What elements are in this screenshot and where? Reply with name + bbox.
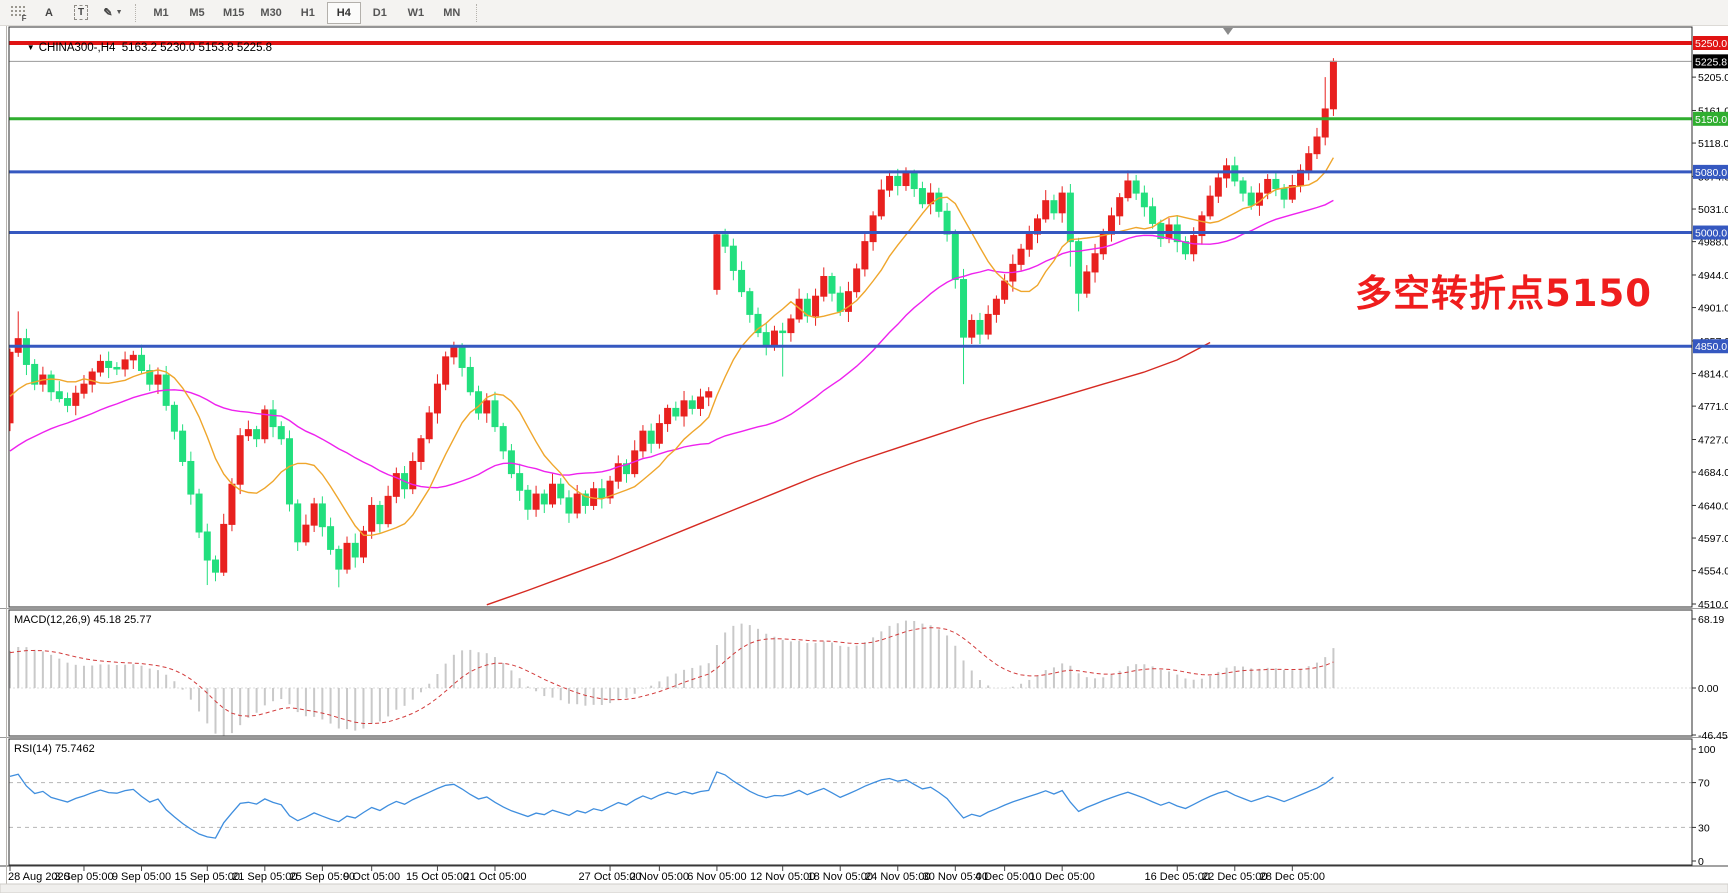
svg-text:4988.0: 4988.0 (1698, 237, 1728, 249)
svg-text:4727.0: 4727.0 (1698, 434, 1728, 446)
svg-text:9 Sep 05:00: 9 Sep 05:00 (112, 871, 171, 883)
svg-text:12 Nov 05:00: 12 Nov 05:00 (750, 871, 815, 883)
macd-signal-line (9, 627, 1334, 724)
svg-text:5205.0: 5205.0 (1698, 72, 1728, 84)
annotate-a-button[interactable]: A (45, 6, 53, 19)
price-badge: 4850.0 (1693, 339, 1728, 354)
svg-text:4944.0: 4944.0 (1698, 270, 1728, 282)
svg-text:4597.0: 4597.0 (1698, 533, 1728, 545)
svg-text:4901.0: 4901.0 (1698, 303, 1728, 315)
panel-frame (8, 609, 1693, 737)
timeframe-m1-button[interactable]: M1 (153, 6, 169, 19)
svg-text:4814.0: 4814.0 (1698, 369, 1728, 381)
svg-text:5000.0: 5000.0 (1695, 228, 1727, 240)
svg-text:15 Oct 05:00: 15 Oct 05:00 (406, 871, 469, 883)
svg-text:4640.0: 4640.0 (1698, 500, 1728, 512)
svg-text:6 Nov 05:00: 6 Nov 05:00 (687, 871, 746, 883)
timeframe-h4-button[interactable]: H4 (326, 1, 361, 24)
status-strip (0, 883, 1728, 893)
svg-text:10 Dec 05:00: 10 Dec 05:00 (1029, 871, 1094, 883)
svg-text:24 Nov 05:00: 24 Nov 05:00 (865, 871, 930, 883)
svg-text:22 Dec 05:00: 22 Dec 05:00 (1202, 871, 1267, 883)
svg-text:4510.0: 4510.0 (1698, 599, 1728, 611)
level-lines-layer (9, 41, 1692, 348)
svg-text:0: 0 (1698, 856, 1704, 868)
snap-grid-f-icon[interactable]: F (2, 2, 32, 24)
chevron-down-icon: ▼ (115, 9, 123, 16)
svg-text:27 Oct 05:00: 27 Oct 05:00 (579, 871, 642, 883)
toolbar-separator (135, 3, 137, 22)
svg-text:5250.0: 5250.0 (1695, 38, 1727, 50)
price-badge: 5080.0 (1693, 164, 1728, 179)
timeframe-m5-button[interactable]: M5 (189, 6, 205, 19)
svg-text:21 Oct 05:00: 21 Oct 05:00 (463, 871, 526, 883)
svg-text:9 Oct 05:00: 9 Oct 05:00 (343, 871, 400, 883)
timeframe-w1-button[interactable]: W1 (407, 6, 425, 19)
svg-text:5080.0: 5080.0 (1695, 167, 1727, 179)
svg-text:3 Sep 05:00: 3 Sep 05:00 (54, 871, 113, 883)
svg-text:18 Nov 05:00: 18 Nov 05:00 (808, 871, 873, 883)
price-badge: 5000.0 (1693, 225, 1728, 240)
svg-text:16 Dec 05:00: 16 Dec 05:00 (1145, 871, 1210, 883)
candlestick-layer (9, 58, 1337, 588)
svg-text:4850.0: 4850.0 (1695, 341, 1727, 353)
symbol-ohlc-text: CHINA300-,H4 5163.2 5230.0 5153.8 5225.8 (38, 42, 273, 54)
draw-tool-button[interactable]: ✎ ▼ (98, 2, 128, 24)
rsi-indicator-label: RSI(14) 75.7462 (14, 743, 95, 755)
price-badge: 5250.0 (1693, 36, 1728, 50)
timeframe-d1-button[interactable]: D1 (372, 6, 387, 19)
macd-indicator-label: MACD(12,26,9) 45.18 25.77 (14, 614, 152, 626)
main-price-panel[interactable] (7, 58, 1337, 606)
price-axis[interactable]: 5205.05161.05118.05074.05031.04988.04944… (1692, 36, 1728, 868)
text-tool-icon: T (73, 5, 89, 20)
price-badge: 5225.8 (1693, 54, 1728, 69)
symbol-dropdown-icon[interactable]: ▼ (26, 43, 35, 52)
svg-text:-46.45: -46.45 (1698, 730, 1728, 742)
svg-text:15 Sep 05:00: 15 Sep 05:00 (175, 871, 240, 883)
dotted-grid-icon: F (10, 5, 27, 23)
svg-text:100: 100 (1698, 744, 1716, 756)
mid-ma-line (9, 199, 1334, 489)
svg-text:4 Dec 05:00: 4 Dec 05:00 (975, 871, 1034, 883)
text-tool-button[interactable]: T (66, 2, 96, 24)
symbol-ohlc-header[interactable]: ▼ CHINA300-,H4 5163.2 5230.0 5153.8 5225.… (14, 30, 272, 66)
timeframe-h1-button[interactable]: H1 (300, 6, 315, 19)
toolbar-separator (475, 3, 478, 22)
rsi-line (9, 771, 1334, 839)
svg-text:5150.0: 5150.0 (1695, 114, 1727, 126)
timeframe-m15-button[interactable]: M15 (223, 6, 245, 19)
svg-text:68.19: 68.19 (1698, 614, 1724, 626)
svg-text:4554.0: 4554.0 (1698, 566, 1728, 578)
svg-text:28 Aug 2020: 28 Aug 2020 (8, 871, 70, 883)
timeframe-mn-button[interactable]: MN (443, 6, 461, 19)
svg-text:4771.0: 4771.0 (1698, 401, 1728, 413)
svg-text:28 Dec 05:00: 28 Dec 05:00 (1260, 871, 1325, 883)
rsi-panel[interactable] (9, 771, 1692, 839)
svg-text:30: 30 (1698, 822, 1710, 834)
panel-frame (8, 26, 1693, 608)
slow-ma-line (486, 341, 1211, 606)
macd-panel[interactable] (9, 620, 1692, 736)
svg-text:21 Sep 05:00: 21 Sep 05:00 (232, 871, 297, 883)
svg-text:4684.0: 4684.0 (1698, 467, 1728, 479)
svg-text:5225.8: 5225.8 (1695, 56, 1727, 68)
chart-toolbar: F A T ✎ ▼ M1 M5 M15 M30 H1 H4 D1 W1 MN (0, 0, 1728, 26)
svg-text:70: 70 (1698, 778, 1710, 790)
chart-shift-marker[interactable] (1223, 28, 1233, 35)
svg-text:30 Nov 05:00: 30 Nov 05:00 (923, 871, 988, 883)
chart-annotation-text: 多空转折点5150 (1355, 272, 1652, 315)
pencil-icon: ✎ (103, 7, 113, 19)
svg-text:5031.0: 5031.0 (1698, 204, 1728, 216)
svg-text:0.00: 0.00 (1698, 683, 1719, 695)
svg-text:5118.0: 5118.0 (1698, 138, 1728, 150)
timeframe-m30-button[interactable]: M30 (260, 6, 282, 19)
price-badge: 5150.0 (1693, 111, 1728, 126)
svg-text:2 Nov 05:00: 2 Nov 05:00 (630, 871, 689, 883)
timeframe-bar: M1 M5 M15 M30 H1 H4 D1 W1 MN (144, 1, 469, 24)
svg-text:25 Sep 05:00: 25 Sep 05:00 (290, 871, 355, 883)
panel-frame (8, 738, 1693, 866)
